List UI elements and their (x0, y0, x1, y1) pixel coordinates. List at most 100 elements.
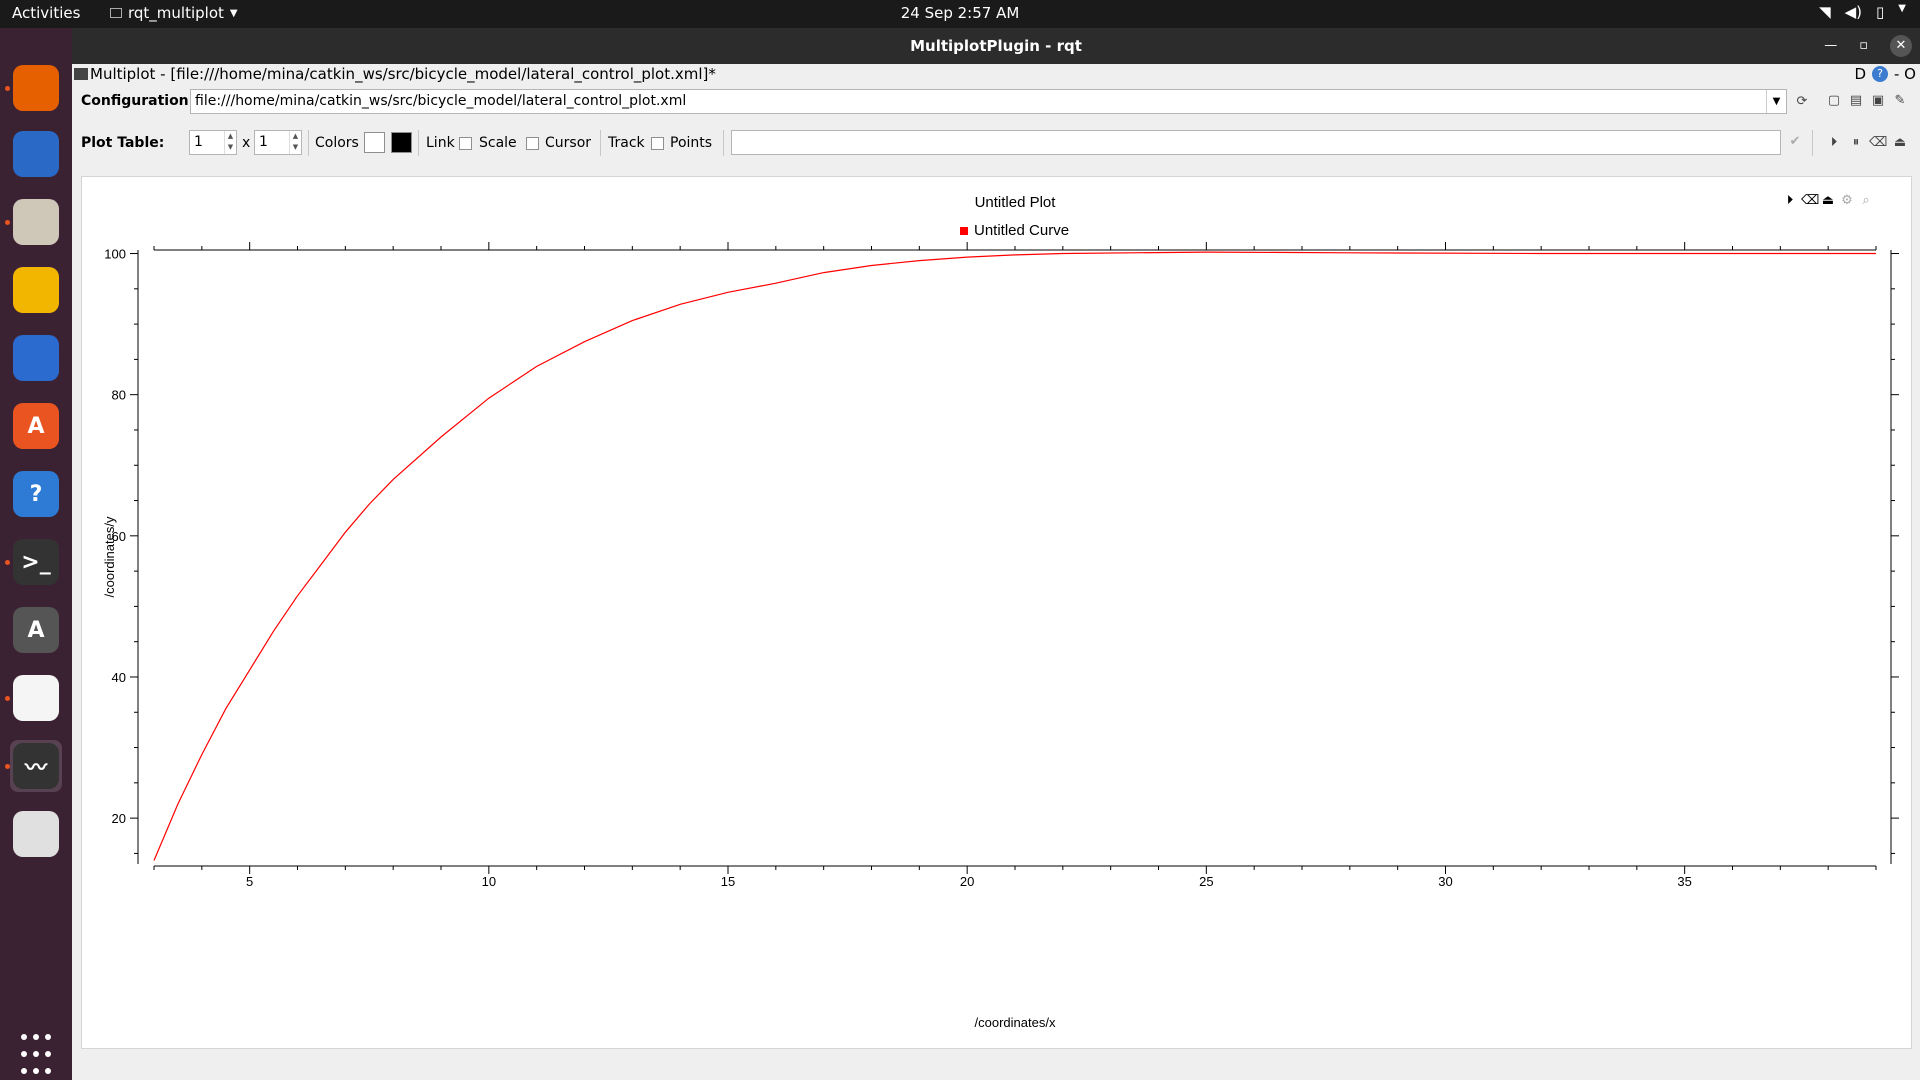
software-center-launcher[interactable]: A (10, 400, 62, 452)
dock: A? >_ A 〰 (0, 28, 72, 1080)
checkmark-icon[interactable]: ✔ (1789, 134, 1801, 149)
play-all-icon[interactable]: ⏵ (1830, 135, 1838, 150)
y-tick-label: 40 (112, 670, 126, 685)
clear-all-icon[interactable]: ⌫ (1869, 135, 1888, 150)
running-indicator (5, 764, 10, 769)
software-updater-launcher[interactable]: A (10, 604, 62, 656)
reload-icon[interactable]: ⟳ (1796, 94, 1808, 109)
cols-value: 1 (259, 134, 268, 150)
configuration-combobox[interactable]: file:///home/mina/catkin_ws/src/bicycle_… (190, 89, 1787, 114)
times-label: x (242, 135, 251, 151)
window-titlebar[interactable]: MultiplotPlugin - rqt — ▫ ✕ (72, 28, 1920, 64)
volume-icon: ◀) (1844, 3, 1863, 21)
text-editor-launcher[interactable] (10, 672, 62, 724)
rqt-plot-launcher[interactable]: 〰 (10, 740, 62, 792)
x-tick-label: 15 (721, 874, 735, 889)
plot-text: 5 10 15 20 25 30 35 20 40 60 80 100 Untitled Plot Unt… (102, 194, 1692, 1030)
separator (1812, 130, 1813, 156)
rhythmbox-icon (13, 267, 59, 313)
rows-spinbox[interactable]: 1 ▲ ▼ (189, 130, 237, 155)
track-label: Track (608, 135, 645, 151)
foreground-color-swatch[interactable] (364, 132, 385, 153)
dock-close-buttons[interactable]: - O (1894, 65, 1916, 83)
clear-icon[interactable]: ⌫ (1801, 193, 1820, 208)
y-tick-label: 60 (112, 529, 126, 544)
legend-label: Untitled Curve (974, 222, 1069, 239)
chevron-down-icon[interactable]: ▼ (1766, 90, 1786, 113)
system-tray[interactable]: ◥ ◀) ▯ ▼ (1819, 3, 1906, 21)
plot-canvas[interactable]: 5 10 15 20 25 30 35 20 40 60 80 100 Untitled Plot Unt… (82, 177, 1913, 1050)
help-launcher[interactable]: ? (10, 468, 62, 520)
files-launcher[interactable] (10, 196, 62, 248)
new-config-icon[interactable]: ▢ (1827, 93, 1841, 108)
ipod-launcher[interactable] (10, 808, 62, 860)
software-center-icon: A (13, 403, 59, 449)
maximize-icon[interactable]: ▫ (1859, 38, 1868, 53)
legend-swatch (960, 227, 968, 235)
export-all-icon[interactable]: ⏏ (1893, 135, 1907, 150)
save-icon[interactable]: ▣ (1871, 93, 1885, 108)
y-tick-label: 100 (104, 247, 126, 262)
plot-table-row: Plot Table: 1 ▲ ▼ x 1 ▲ ▼ Colors Link Scal… (72, 126, 1920, 160)
open-config-icon[interactable]: ▤ (1849, 93, 1863, 108)
close-icon[interactable]: ✕ (1890, 35, 1912, 57)
show-apps-launcher[interactable] (10, 1028, 62, 1080)
plugin-dock-bar: Multiplot - [file:///home/mina/catkin_ws… (72, 64, 1920, 86)
help-icon: ? (13, 471, 59, 517)
separator (600, 130, 601, 156)
plot-curves (153, 251, 1876, 861)
clock[interactable]: 24 Sep 2:57 AM (900, 4, 1020, 22)
terminal-icon: >_ (13, 539, 59, 585)
plot-title: Untitled Plot (975, 194, 1057, 211)
minimize-icon[interactable]: — (1824, 38, 1838, 53)
points-checkbox[interactable] (651, 137, 664, 150)
terminal-launcher[interactable]: >_ (10, 536, 62, 588)
background-color-swatch[interactable] (391, 132, 412, 153)
libreoffice-writer-launcher[interactable] (10, 332, 62, 384)
configuration-row: Configuration: file:///home/mina/catkin_… (72, 86, 1920, 118)
firefox-launcher[interactable] (10, 62, 62, 114)
battery-icon: ▯ (1876, 3, 1885, 21)
cursor-checkbox[interactable] (526, 137, 539, 150)
spin-arrows-icon[interactable]: ▲ ▼ (289, 131, 301, 154)
x-tick-label: 25 (1199, 874, 1213, 889)
rhythmbox-launcher[interactable] (10, 264, 62, 316)
x-tick-label: 5 (246, 874, 253, 889)
ipod-icon (13, 811, 59, 857)
pause-all-icon[interactable]: ⏸ (1852, 135, 1860, 150)
configuration-label: Configuration: (81, 93, 195, 109)
configuration-value: file:///home/mina/catkin_ws/src/bicycle_… (195, 93, 687, 109)
rqt-plot-icon: 〰 (13, 743, 59, 789)
wifi-icon: ◥ (1819, 3, 1831, 21)
thunderbird-launcher[interactable] (10, 128, 62, 180)
dock-d-button[interactable]: D (1854, 65, 1866, 83)
top-bar: Activities rqt_multiplot ▼ 24 Sep 2:57 A… (0, 0, 1920, 28)
save-as-icon[interactable]: ✎ (1894, 93, 1906, 108)
plugin-title: Multiplot - [file:///home/mina/catkin_ws… (90, 65, 716, 83)
running-indicator (5, 86, 10, 91)
cols-spinbox[interactable]: 1 ▲ ▼ (254, 130, 302, 155)
cursor-label: Cursor (545, 135, 592, 151)
y-axis-label: /coordinates/y (102, 516, 117, 597)
zoom-icon[interactable]: ⌕ (1862, 193, 1870, 208)
separator (308, 130, 309, 156)
activities-button[interactable]: Activities (12, 4, 81, 22)
x-tick-label: 10 (482, 874, 496, 889)
app-menu-icon (110, 8, 122, 18)
filter-input[interactable] (731, 130, 1781, 155)
files-icon (13, 199, 59, 245)
help-icon[interactable]: ? (1872, 66, 1888, 82)
spin-arrows-icon[interactable]: ▲ ▼ (224, 131, 236, 154)
play-icon[interactable]: ⏵ (1786, 193, 1794, 208)
software-updater-icon: A (13, 607, 59, 653)
app-menu[interactable]: rqt_multiplot ▼ (110, 4, 238, 22)
settings-icon[interactable]: ⚙ (1841, 193, 1853, 208)
scale-label: Scale (479, 135, 517, 151)
plot-axes (130, 242, 1899, 874)
x-axis-label: /coordinates/x (975, 1015, 1056, 1030)
separator (723, 130, 724, 156)
x-tick-label: 20 (960, 874, 974, 889)
scale-checkbox[interactable] (459, 137, 472, 150)
y-tick-label: 20 (112, 811, 126, 826)
export-icon[interactable]: ⏏ (1821, 193, 1835, 208)
